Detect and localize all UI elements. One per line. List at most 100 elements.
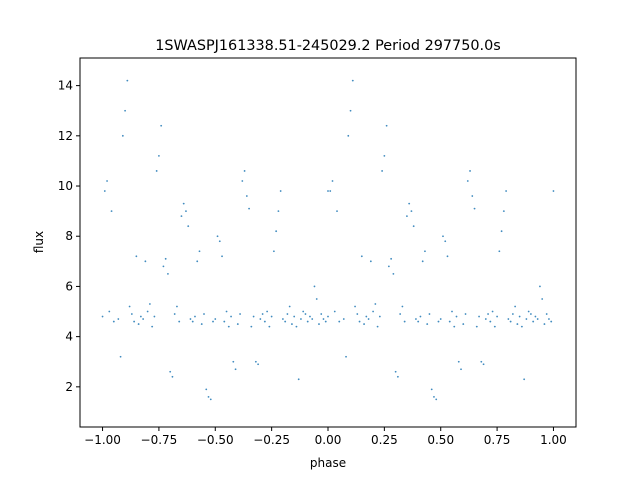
data-point [148,303,151,305]
data-point [505,190,508,192]
data-point [406,215,408,218]
data-point [426,323,429,325]
data-point [399,313,402,315]
data-point [446,255,449,258]
data-point [182,202,185,205]
data-point [187,225,190,228]
data-point [541,298,544,300]
data-point [520,325,523,328]
data-point [410,210,413,213]
data-point [381,170,384,172]
data-point [534,315,537,318]
data-point [351,79,354,82]
data-point [525,318,528,320]
data-point [347,134,350,137]
data-point [518,315,521,318]
data-point [471,195,474,197]
data-point [203,313,205,315]
y-tick-label: 14 [58,79,73,93]
data-point [478,315,480,318]
y-tick-label: 4 [65,330,73,344]
data-point [500,230,503,233]
data-point [225,310,228,313]
data-point [295,325,298,328]
data-point [412,225,415,228]
data-point [117,318,120,320]
data-points [101,79,555,401]
y-tick-label: 12 [58,129,73,143]
x-tick-label: −0.25 [253,433,290,447]
data-point [342,318,345,320]
data-point [277,210,280,213]
data-point [331,180,334,182]
x-tick-label: 0.75 [484,433,511,447]
data-point [374,303,377,305]
data-point [198,250,201,253]
data-point [153,315,156,318]
data-point [464,313,467,315]
x-tick-label: 0.25 [371,433,398,447]
data-point [489,320,492,323]
data-point [250,325,253,328]
x-axis-label: phase [310,456,346,470]
data-point [469,170,471,172]
data-point [191,320,194,323]
data-point [103,190,106,192]
data-point [302,310,305,313]
data-point [356,313,359,315]
data-point [160,124,163,127]
data-point [552,190,555,192]
data-point [169,370,172,373]
data-point [243,170,246,172]
data-point [428,313,431,315]
data-point [338,320,341,323]
data-point [232,360,235,363]
data-point [189,318,192,320]
data-point [439,318,442,320]
data-point [327,315,329,318]
data-point [286,313,289,315]
data-point [241,180,244,182]
y-tick-label: 6 [65,279,73,293]
data-point [421,260,424,263]
data-point [394,370,397,373]
data-point [480,360,483,363]
data-point [511,313,514,315]
data-point [401,305,404,308]
data-point [493,325,496,328]
data-point [545,313,548,315]
x-tick-label: −0.75 [141,433,178,447]
data-point [378,315,381,318]
data-point [358,320,361,323]
data-point [315,298,318,300]
data-point [218,240,221,243]
data-point [491,310,494,313]
data-point [475,325,478,328]
data-point [457,360,460,363]
data-point [164,257,167,260]
data-point [419,315,422,318]
data-point [180,215,183,218]
data-point [487,313,489,315]
data-point [354,305,356,308]
data-point [293,315,296,318]
data-point [236,323,239,325]
data-point [291,323,293,325]
data-point [383,154,386,157]
data-point [403,320,406,323]
data-point [435,398,438,401]
data-point [282,318,284,320]
data-point [275,230,278,233]
data-point [311,318,314,320]
data-point [216,235,219,238]
data-point [261,313,264,315]
data-point [369,260,372,263]
data-point [155,170,158,172]
data-point [178,320,181,323]
data-point [455,315,458,318]
data-point [514,305,517,308]
data-point [144,260,147,263]
x-axis: −1.00 −0.75 −0.50 −0.25 0.00 0.25 0.50 0.75 1.00 [84,427,567,447]
data-point [248,207,250,210]
